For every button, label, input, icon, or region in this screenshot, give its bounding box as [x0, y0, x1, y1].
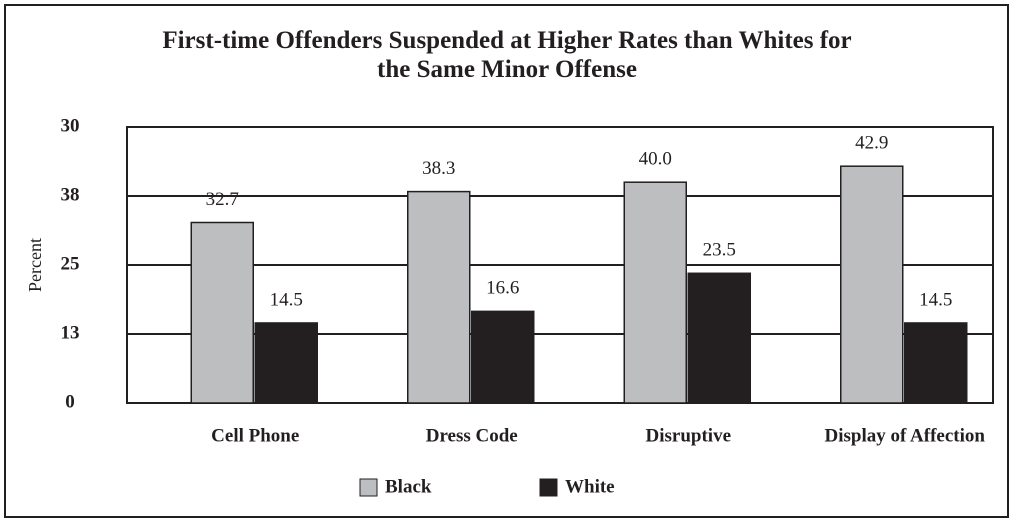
- x-tick-label: Display of Affection: [825, 425, 986, 446]
- bar: [904, 322, 968, 404]
- chart-title: First-time Offenders Suspended at Higher…: [162, 27, 852, 83]
- bar: [623, 181, 687, 404]
- data-label: 16.6: [486, 278, 519, 299]
- data-label: 14.5: [270, 289, 303, 310]
- plot-frame: [126, 126, 994, 404]
- legend-label: White: [565, 476, 615, 497]
- frame: [4, 4, 1009, 518]
- bar: [840, 165, 904, 404]
- bar: [254, 322, 318, 404]
- bar: [190, 221, 254, 404]
- y-tick-label: 0: [65, 391, 75, 412]
- data-label: 40.0: [639, 149, 672, 170]
- data-label: 42.9: [855, 133, 888, 154]
- y-tick-label: 13: [61, 322, 80, 343]
- y-tick-label: 25: [61, 253, 80, 274]
- legend-swatch: [539, 478, 558, 497]
- y-axis-label: Percent: [25, 238, 45, 292]
- data-label: 38.3: [422, 158, 455, 179]
- data-label: 23.5: [703, 240, 736, 261]
- y-tick-label: 30: [61, 115, 80, 136]
- bar: [471, 310, 535, 404]
- x-tick-label: Disruptive: [646, 425, 732, 446]
- y-tick-label: 38: [61, 184, 80, 205]
- legend-swatch: [359, 478, 378, 497]
- data-label: 14.5: [919, 289, 952, 310]
- x-tick-label: Dress Code: [426, 425, 518, 446]
- legend-label: Black: [385, 476, 432, 497]
- x-tick-label: Cell Phone: [211, 425, 299, 446]
- bar: [687, 272, 751, 404]
- bar: [407, 190, 471, 404]
- data-label: 32.7: [206, 189, 239, 210]
